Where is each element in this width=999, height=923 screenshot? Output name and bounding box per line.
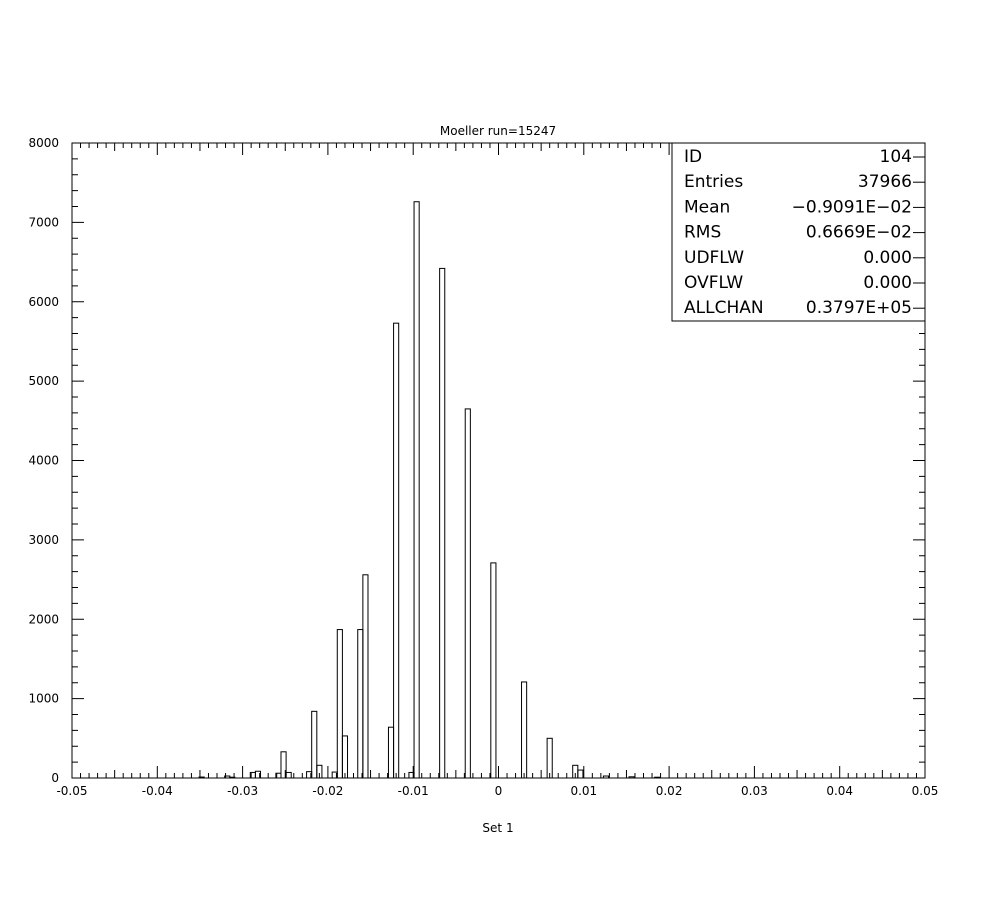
- histogram-bin: [393, 322, 400, 779]
- x-tick-label: 0: [495, 784, 503, 798]
- stat-key: OVFLW: [684, 273, 743, 293]
- y-tick-label: 7000: [28, 215, 59, 229]
- histogram-bars: [198, 201, 661, 779]
- stat-key: RMS: [684, 223, 721, 243]
- stat-key: UDFLW: [684, 248, 744, 268]
- histogram-bin: [362, 574, 369, 779]
- stat-value: 0.6669E−02: [806, 223, 912, 243]
- histogram-bin: [439, 267, 446, 779]
- histogram-bin: [464, 408, 471, 779]
- x-tick-label: 0.02: [656, 784, 683, 798]
- y-tick-label: 2000: [28, 612, 59, 626]
- x-tick-label: 0.01: [570, 784, 597, 798]
- histogram-bin: [341, 735, 349, 779]
- x-axis-label: Set 1: [482, 821, 513, 835]
- y-tick-label: 8000: [28, 136, 59, 150]
- x-tick-label: -0.02: [312, 784, 343, 798]
- y-tick-label: 1000: [28, 692, 59, 706]
- histogram-bin: [387, 726, 395, 779]
- x-tick-label: 0.03: [741, 784, 768, 798]
- histogram-bin: [413, 201, 420, 779]
- y-tick-label: 0: [51, 771, 59, 785]
- stat-key: Mean: [684, 197, 730, 217]
- x-tick-label: -0.01: [398, 784, 429, 798]
- y-tick-label: 6000: [28, 295, 59, 309]
- y-tick-label: 3000: [28, 533, 59, 547]
- histogram-bin: [546, 737, 553, 779]
- y-tick-label: 4000: [28, 454, 59, 468]
- chart-title: Moeller run=15247: [440, 124, 556, 138]
- x-tick-label: 0.05: [912, 784, 939, 798]
- statistics-box-frame: [671, 142, 926, 322]
- x-tick-label: -0.03: [227, 784, 258, 798]
- histogram-bin: [490, 562, 497, 779]
- stat-value: 37966: [858, 172, 912, 192]
- stat-key: Entries: [684, 172, 743, 192]
- histogram-bin: [357, 629, 364, 779]
- statistics-box: ID 104 Entries 37966 Mean −0.9091E−02 RMS 0.666…: [671, 142, 926, 322]
- histogram-bin: [285, 771, 292, 779]
- stat-value: 0.000: [863, 248, 912, 268]
- stat-value: 0.3797E+05: [806, 298, 912, 318]
- x-tick-label: -0.04: [142, 784, 173, 798]
- y-tick-labels: 0 1000 2000 3000 4000 5000 6000 7000 8000: [28, 136, 59, 785]
- x-tick-label: 0.04: [826, 784, 853, 798]
- x-tick-labels: -0.05 -0.04 -0.03 -0.02 -0.01 0 0.01 0.02 0.03 0.…: [56, 784, 938, 798]
- stat-value: 0.000: [863, 273, 912, 293]
- stat-key: ID: [684, 147, 702, 167]
- histogram-bin: [311, 710, 318, 779]
- stat-key: ALLCHAN: [684, 298, 764, 318]
- histogram-bin: [521, 681, 528, 779]
- x-tick-label: -0.05: [56, 784, 87, 798]
- y-tick-label: 5000: [28, 374, 59, 388]
- histogram-bin: [577, 769, 584, 779]
- histogram-bin: [336, 629, 343, 779]
- axis-ticks: [71, 142, 926, 779]
- stat-value: 104: [880, 147, 912, 167]
- stat-value: −0.9091E−02: [792, 197, 912, 217]
